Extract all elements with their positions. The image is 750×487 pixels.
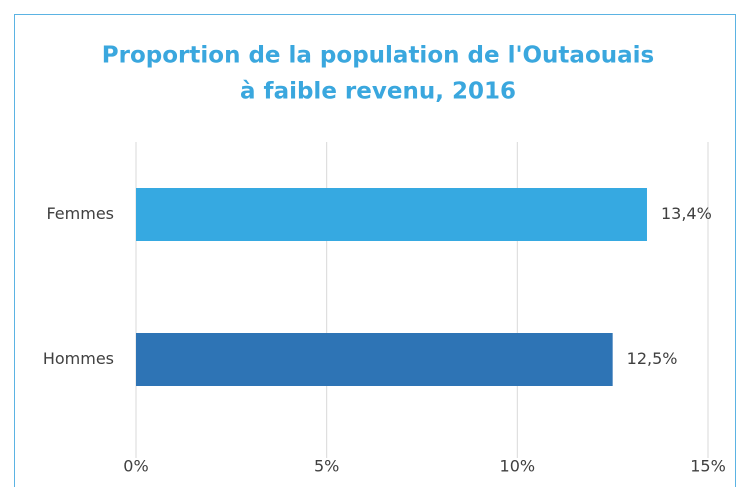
x-tick-label: 10% (500, 457, 536, 476)
y-tick-label: Hommes (43, 349, 114, 368)
x-tick-label: 0% (123, 457, 148, 476)
chart-border (14, 14, 736, 487)
bar (136, 333, 613, 386)
x-tick-label: 5% (314, 457, 339, 476)
data-label: 12,5% (627, 349, 678, 368)
bar (136, 188, 647, 241)
y-tick-label: Femmes (46, 204, 114, 223)
chart-title: à faible revenu, 2016 (240, 79, 516, 105)
x-tick-label: 15% (690, 457, 726, 476)
chart-title: Proportion de la population de l'Outaoua… (102, 43, 654, 69)
data-label: 13,4% (661, 204, 712, 223)
